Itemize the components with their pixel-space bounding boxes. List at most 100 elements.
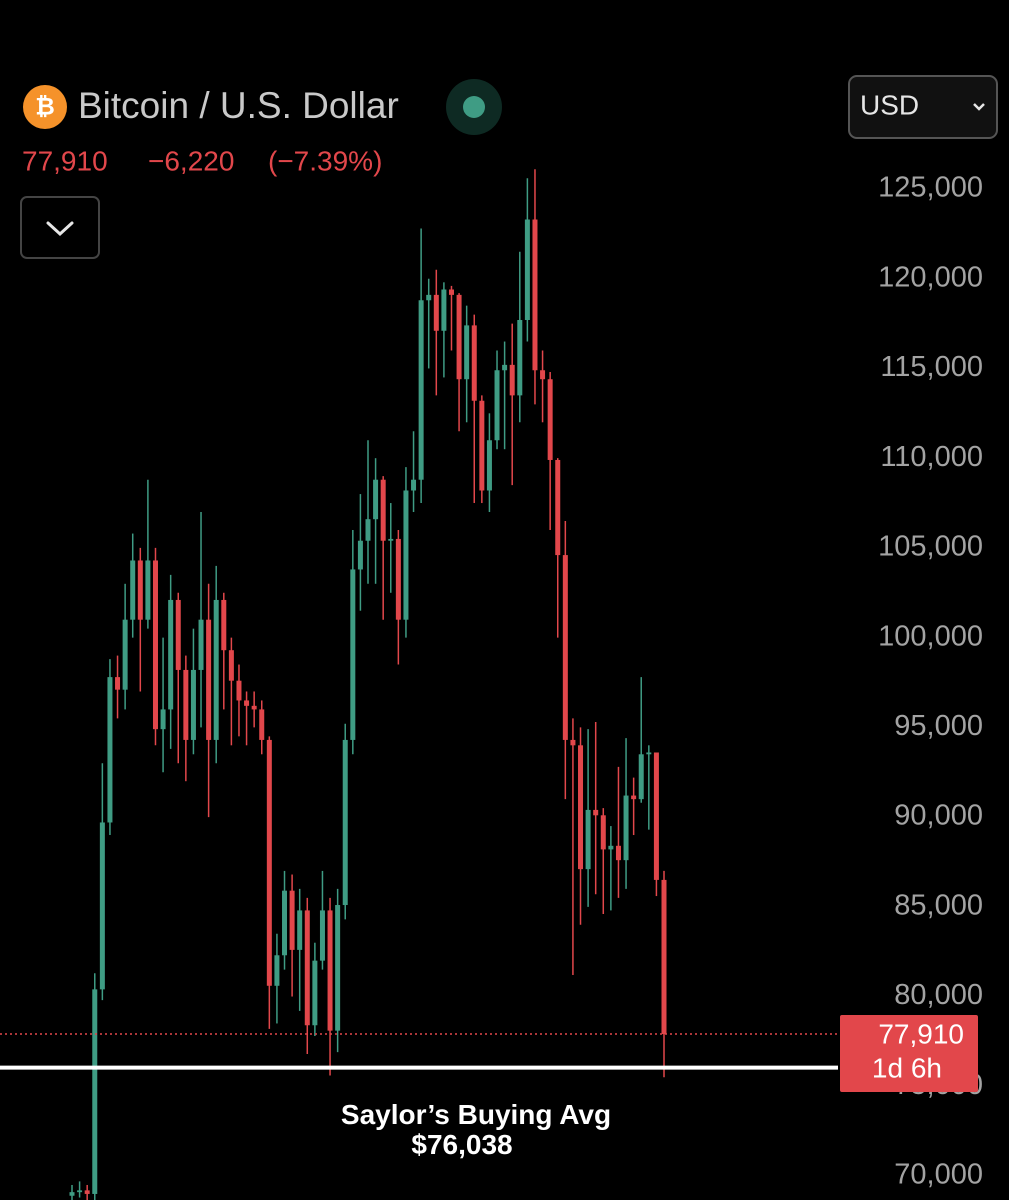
candle-body bbox=[464, 325, 470, 380]
candle-body bbox=[99, 822, 105, 990]
candle-body bbox=[403, 490, 409, 620]
candle-body bbox=[479, 400, 485, 491]
price-box-label: 77,910 bbox=[878, 1018, 964, 1049]
candle-body bbox=[426, 294, 432, 301]
expand-chevron bbox=[46, 221, 74, 237]
expand-button[interactable] bbox=[20, 196, 100, 259]
candle-body bbox=[304, 910, 310, 1026]
reference-name: Saylor’s Buying Avg bbox=[341, 1099, 611, 1130]
candle-body bbox=[152, 560, 158, 730]
currency-chevron bbox=[973, 103, 985, 111]
candle-body bbox=[69, 1192, 75, 1196]
candle-body bbox=[600, 815, 606, 850]
candle-body bbox=[646, 752, 652, 755]
y-tick-label: 115,000 bbox=[880, 351, 983, 383]
candle-body bbox=[502, 364, 508, 371]
y-tick-label: 80,000 bbox=[894, 979, 983, 1011]
candle-body bbox=[259, 709, 265, 740]
candle-body bbox=[297, 910, 303, 950]
candle-body bbox=[77, 1190, 83, 1193]
candle-body bbox=[115, 677, 121, 690]
candle-body bbox=[456, 294, 462, 380]
y-tick-label: 85,000 bbox=[894, 889, 983, 921]
candle-body bbox=[532, 219, 538, 371]
candle-body bbox=[130, 560, 136, 620]
candle-body bbox=[562, 555, 568, 740]
candle-body bbox=[661, 879, 667, 1035]
price-box bbox=[840, 1015, 978, 1093]
candle-body bbox=[494, 370, 500, 441]
y-tick-label: 95,000 bbox=[894, 710, 983, 742]
candle-body bbox=[365, 519, 371, 541]
candle-body bbox=[623, 795, 629, 861]
y-tick-label: 70,000 bbox=[894, 1159, 983, 1191]
candle-body bbox=[357, 540, 363, 570]
candle-body bbox=[107, 677, 113, 823]
candle-body bbox=[251, 705, 257, 710]
candle-body bbox=[319, 910, 325, 961]
candle-body bbox=[84, 1190, 90, 1194]
reference-label: $76,038 bbox=[411, 1129, 512, 1160]
candle-body bbox=[92, 989, 98, 1194]
candle-body bbox=[448, 289, 454, 295]
candle-body bbox=[547, 379, 553, 460]
y-tick-label: 110,000 bbox=[880, 441, 983, 473]
currency-select[interactable] bbox=[848, 75, 998, 139]
bitcoin-icon bbox=[23, 85, 67, 129]
candle-body bbox=[631, 795, 637, 800]
candle-body bbox=[486, 440, 492, 491]
candle-body bbox=[190, 669, 196, 740]
candle-body bbox=[593, 809, 599, 816]
candle-body bbox=[244, 700, 250, 706]
currency-label: USD bbox=[860, 89, 919, 120]
candle-body bbox=[221, 599, 227, 651]
candle-body bbox=[137, 560, 143, 620]
y-tick-label: 90,000 bbox=[894, 800, 983, 832]
symbol-title: Bitcoin / U.S. Dollar bbox=[78, 85, 399, 126]
candle-body bbox=[168, 599, 174, 710]
candle-body bbox=[570, 739, 576, 746]
candle-body bbox=[395, 538, 401, 620]
market-status-dot bbox=[463, 96, 485, 118]
candle-body bbox=[540, 370, 546, 380]
candle-body bbox=[585, 809, 591, 870]
candle-body bbox=[524, 219, 530, 321]
candle-body bbox=[327, 910, 333, 1031]
candle-body bbox=[198, 619, 204, 670]
y-tick-label: 125,000 bbox=[878, 172, 983, 204]
candle-body bbox=[471, 325, 477, 401]
plot-area bbox=[69, 169, 667, 1200]
candle-body bbox=[274, 955, 280, 986]
y-axis: 70,00075,00080,00085,00090,00095,000100,… bbox=[878, 172, 983, 1191]
candle-body bbox=[433, 294, 439, 331]
candle-body bbox=[509, 364, 515, 396]
candle-body bbox=[380, 479, 386, 541]
candle-body bbox=[638, 754, 644, 800]
candle-body bbox=[418, 300, 424, 480]
candle-body bbox=[653, 752, 659, 880]
candle-body bbox=[615, 845, 621, 861]
candle-body bbox=[213, 599, 219, 740]
y-tick-label: 100,000 bbox=[878, 620, 983, 652]
candle-body bbox=[578, 745, 584, 870]
candle-body bbox=[411, 479, 417, 491]
candle-body bbox=[236, 680, 242, 701]
candle-body bbox=[441, 289, 447, 331]
candle-body bbox=[517, 320, 523, 396]
y-tick-label: 120,000 bbox=[878, 261, 983, 293]
bitcoin-icon-glyph: ₿ bbox=[35, 93, 55, 120]
candle-body bbox=[175, 599, 181, 670]
candle-body bbox=[282, 890, 288, 956]
candle-body bbox=[289, 890, 295, 950]
candle-body bbox=[312, 960, 318, 1026]
candle-body bbox=[145, 560, 151, 620]
candle-body bbox=[555, 459, 561, 556]
candle-body bbox=[335, 905, 341, 1031]
candle-body bbox=[183, 669, 189, 740]
y-tick-label: 105,000 bbox=[878, 531, 983, 563]
candle-body bbox=[228, 650, 234, 681]
candle-body bbox=[608, 845, 614, 850]
